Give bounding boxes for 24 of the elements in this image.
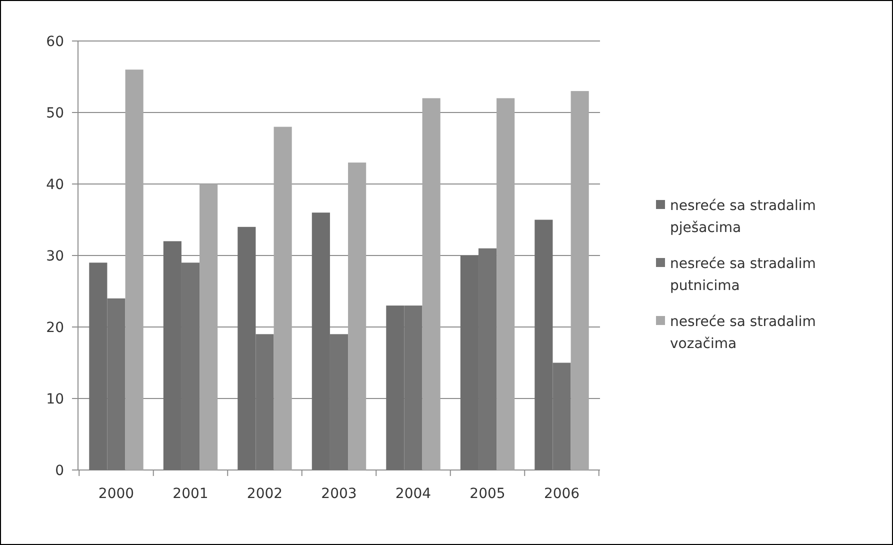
legend-label: nesreće sa stradalim vozačima <box>670 314 816 352</box>
bar <box>496 98 515 470</box>
bar <box>348 162 366 470</box>
y-tick-label: 10 <box>46 391 64 408</box>
x-tick-label: 2005 <box>470 486 506 502</box>
bar <box>125 70 144 470</box>
bar <box>200 184 218 470</box>
bar <box>422 98 440 470</box>
x-tick-label: 2000 <box>98 486 134 502</box>
y-tick-label: 30 <box>46 248 64 264</box>
bar <box>570 91 589 470</box>
legend-label: nesreće sa stradalim pješacima <box>670 198 816 236</box>
y-tick-label: 50 <box>46 105 64 122</box>
y-tick-label: 40 <box>46 176 64 193</box>
bar <box>274 126 292 470</box>
y-tick-label: 0 <box>55 462 64 479</box>
x-tick-label: 2004 <box>395 486 432 502</box>
x-tick-label: 2003 <box>321 486 357 502</box>
legend-label: nesreće sa stradalim putnicima <box>670 256 816 294</box>
y-tick-label: 20 <box>46 320 64 336</box>
x-tick-label: 2001 <box>172 486 208 502</box>
y-tick-label: 60 <box>46 34 64 50</box>
x-tick-label: 2006 <box>544 486 580 502</box>
x-tick-label: 2002 <box>246 486 283 502</box>
